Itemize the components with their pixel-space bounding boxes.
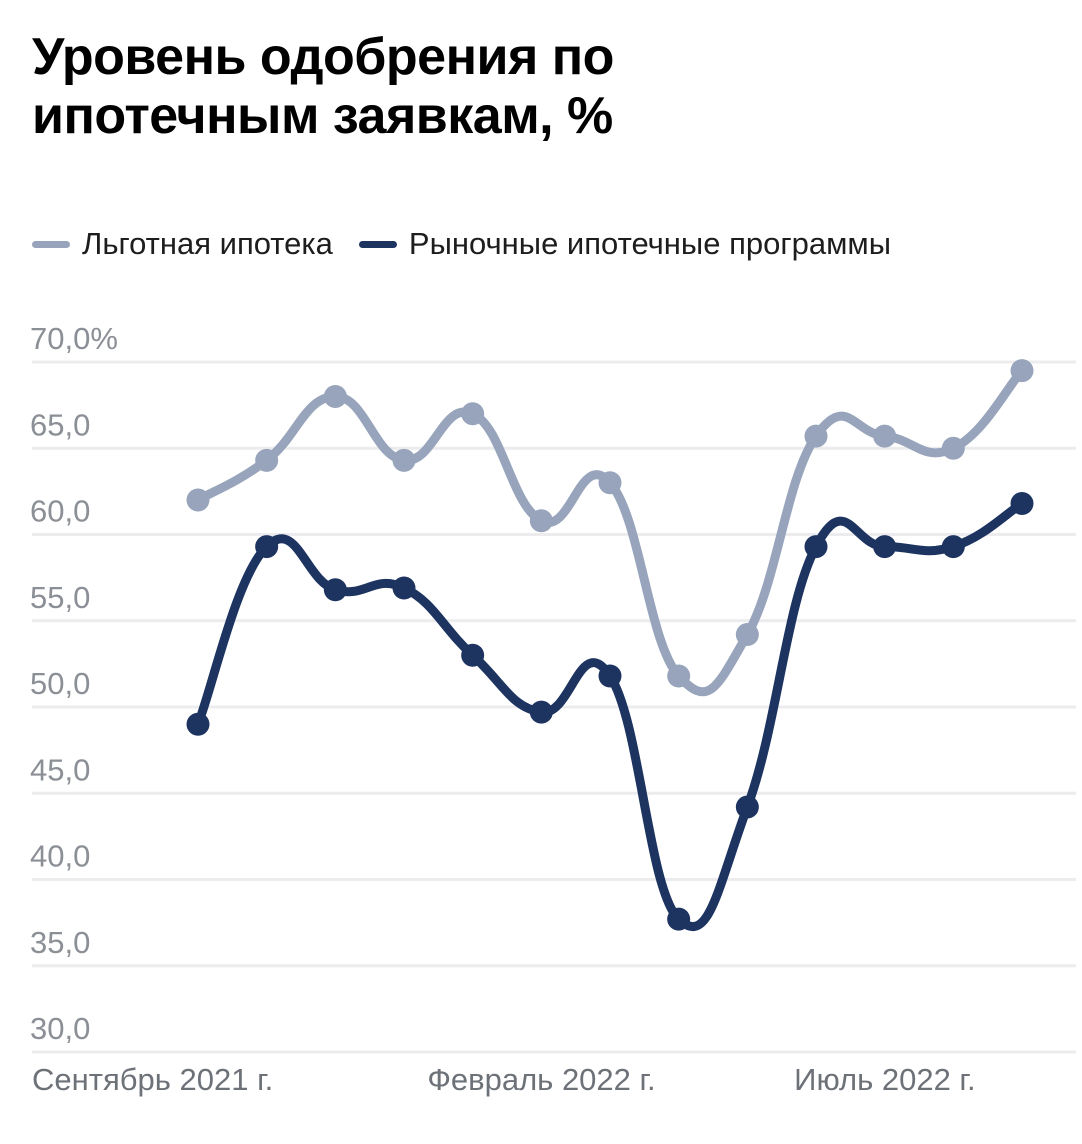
series-market: [186, 491, 1034, 931]
y-axis-tick-label: 50,0: [30, 666, 90, 701]
data-point-marker[interactable]: [941, 436, 965, 460]
data-point-marker[interactable]: [873, 424, 897, 448]
data-point-marker[interactable]: [186, 488, 210, 512]
page-right-margin: [1076, 0, 1082, 1144]
y-axis-tick-label: 60,0: [30, 494, 90, 529]
page-title: Уровень одобрения по ипотечным заявкам, …: [32, 28, 614, 146]
legend-item-preferential[interactable]: Льготная ипотека: [32, 226, 333, 262]
chart-svg: 70,0% 65,0 60,0 55,0 50,0 45,0 40,0 35,0 30,0: [30, 321, 1076, 1054]
series-line: [193, 366, 1027, 697]
data-point-marker[interactable]: [392, 448, 416, 472]
data-point-marker[interactable]: [255, 448, 279, 472]
legend-label-preferential: Льготная ипотека: [82, 226, 333, 261]
y-axis-tick-label: 30,0: [30, 1011, 90, 1046]
data-point-marker[interactable]: [667, 664, 691, 688]
y-axis-tick-label: 45,0: [30, 752, 90, 787]
x-axis-tick-label: Июль 2022 г.: [794, 1062, 976, 1097]
legend-swatch-icon: [32, 240, 70, 248]
data-point-marker[interactable]: [1010, 491, 1034, 515]
data-point-marker[interactable]: [804, 424, 828, 448]
x-axis-tick-labels: Сентябрь 2021 г. Февраль 2022 г. Июль 2022…: [0, 1062, 1082, 1122]
data-point-marker[interactable]: [323, 385, 347, 408]
data-point-marker[interactable]: [598, 664, 622, 688]
legend-swatch-icon: [358, 240, 397, 248]
y-axis-tick-labels: 70,0% 65,0 60,0 55,0 50,0 45,0 40,0 35,0 30,0: [30, 321, 118, 1046]
x-axis-tick-label: Февраль 2022 г.: [427, 1062, 656, 1097]
data-point-marker[interactable]: [941, 535, 965, 559]
series-line: [193, 498, 1027, 931]
data-point-marker[interactable]: [804, 535, 828, 559]
chart-legend: Льготная ипотека Рыночные ипотечные прог…: [32, 226, 891, 262]
data-point-marker[interactable]: [873, 535, 897, 559]
data-point-marker[interactable]: [529, 509, 553, 533]
data-point-marker[interactable]: [392, 576, 416, 600]
plot-area: 70,0% 65,0 60,0 55,0 50,0 45,0 40,0 35,0 30,0: [0, 300, 1082, 1070]
data-point-marker[interactable]: [186, 712, 210, 736]
series-layer: [186, 359, 1034, 931]
data-point-marker[interactable]: [529, 700, 553, 724]
data-point-marker[interactable]: [1010, 359, 1034, 383]
data-point-marker[interactable]: [735, 795, 759, 819]
data-point-marker[interactable]: [255, 535, 279, 559]
y-axis-tick-label: 40,0: [30, 839, 90, 874]
data-point-marker[interactable]: [735, 623, 759, 647]
y-axis-tick-label: 65,0: [30, 407, 90, 442]
data-point-marker[interactable]: [461, 402, 485, 426]
x-axis-tick-label: Сентябрь 2021 г.: [32, 1062, 274, 1097]
series-preferential: [186, 359, 1034, 697]
data-point-marker[interactable]: [598, 471, 622, 495]
data-point-marker[interactable]: [461, 643, 485, 667]
data-point-marker[interactable]: [667, 907, 691, 931]
legend-item-market[interactable]: Рыночные ипотечные программы: [358, 226, 892, 262]
y-axis-tick-label: 35,0: [30, 925, 90, 960]
legend-label-market: Рыночные ипотечные программы: [408, 226, 892, 261]
data-point-marker[interactable]: [323, 578, 347, 602]
y-axis-tick-label: 55,0: [30, 580, 90, 615]
y-axis-tick-label: 70,0%: [30, 321, 118, 356]
